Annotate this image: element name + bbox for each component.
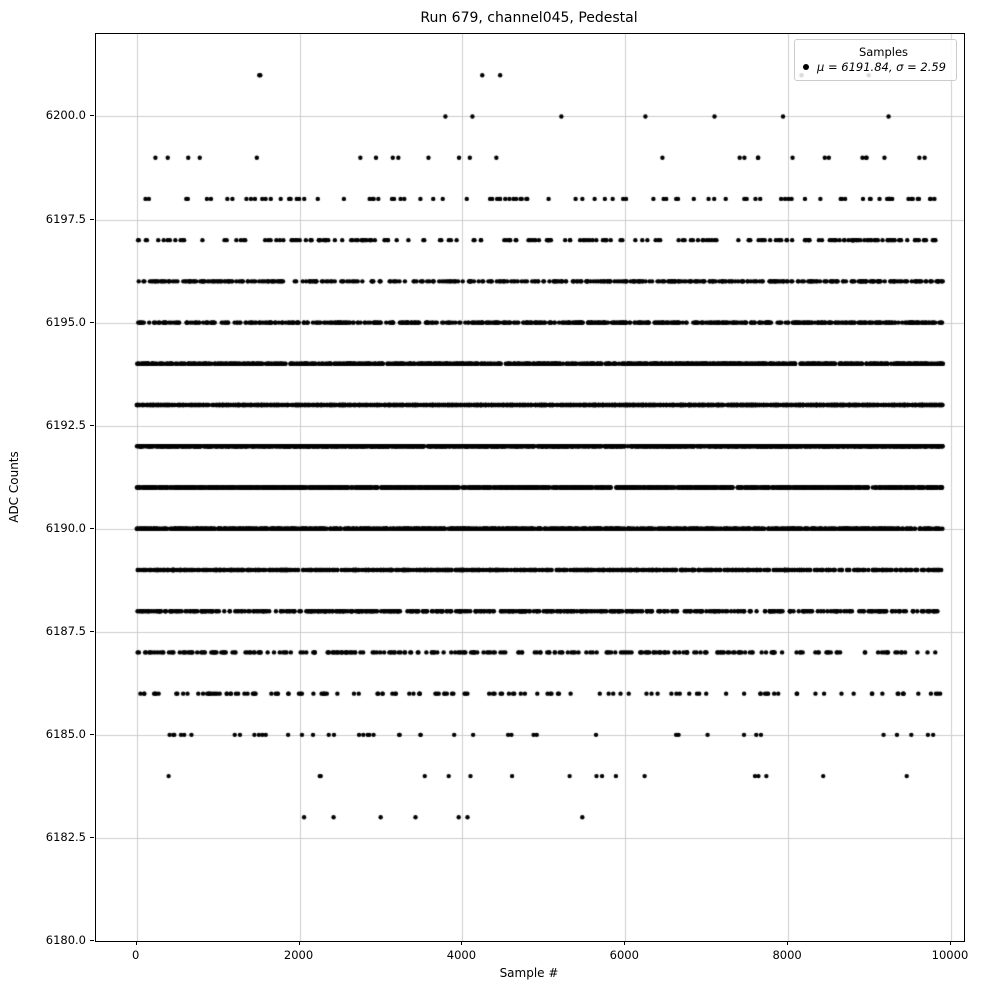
y-tick-mark bbox=[90, 321, 94, 323]
x-tick-mark bbox=[298, 941, 300, 945]
y-tick-mark bbox=[90, 424, 94, 426]
legend-entry: μ = 6191.84, σ = 2.59 bbox=[803, 60, 946, 74]
x-tick-mark bbox=[949, 941, 951, 945]
x-tick-mark bbox=[787, 941, 789, 945]
y-tick-label: 6197.5 bbox=[45, 211, 86, 226]
y-tick-mark bbox=[90, 836, 94, 838]
x-tick-mark bbox=[135, 941, 137, 945]
y-axis-label: ADC Counts bbox=[7, 451, 21, 523]
legend-stats: μ = 6191.84, σ = 2.59 bbox=[817, 60, 946, 74]
x-tick-label: 10000 bbox=[931, 948, 969, 962]
samples-scatter-canvas bbox=[96, 34, 964, 941]
y-tick-label: 6185.0 bbox=[45, 726, 86, 741]
y-tick-mark bbox=[90, 115, 94, 117]
x-axis-label: Sample # bbox=[499, 966, 559, 980]
x-tick-label: 4000 bbox=[446, 948, 477, 962]
y-tick-label: 6192.5 bbox=[45, 417, 86, 432]
y-tick-label: 6180.0 bbox=[45, 933, 86, 947]
legend: Samples μ = 6191.84, σ = 2.59 bbox=[794, 39, 957, 81]
y-tick-label: 6182.5 bbox=[45, 829, 86, 844]
y-tick-label: 6200.0 bbox=[45, 108, 86, 123]
x-tick-label: 8000 bbox=[772, 948, 802, 962]
chart-title: Run 679, channel045, Pedestal bbox=[420, 10, 638, 26]
y-tick-mark bbox=[90, 733, 94, 735]
y-tick-mark bbox=[90, 527, 94, 529]
x-tick-label: 2000 bbox=[283, 948, 314, 962]
y-tick-label: 6187.5 bbox=[45, 623, 86, 638]
legend-title: Samples bbox=[858, 45, 909, 59]
x-tick-mark bbox=[624, 941, 626, 945]
x-tick-label: 6000 bbox=[609, 948, 639, 962]
y-tick-mark bbox=[90, 630, 94, 632]
y-tick-mark bbox=[90, 940, 94, 941]
y-tick-label: 6190.0 bbox=[45, 520, 86, 535]
y-tick-mark bbox=[90, 218, 94, 220]
samples-marker-icon bbox=[803, 64, 810, 70]
plot-area bbox=[95, 33, 965, 942]
y-tick-label: 6195.0 bbox=[45, 314, 86, 329]
x-tick-label: 0 bbox=[132, 948, 140, 962]
x-tick-mark bbox=[461, 941, 463, 945]
